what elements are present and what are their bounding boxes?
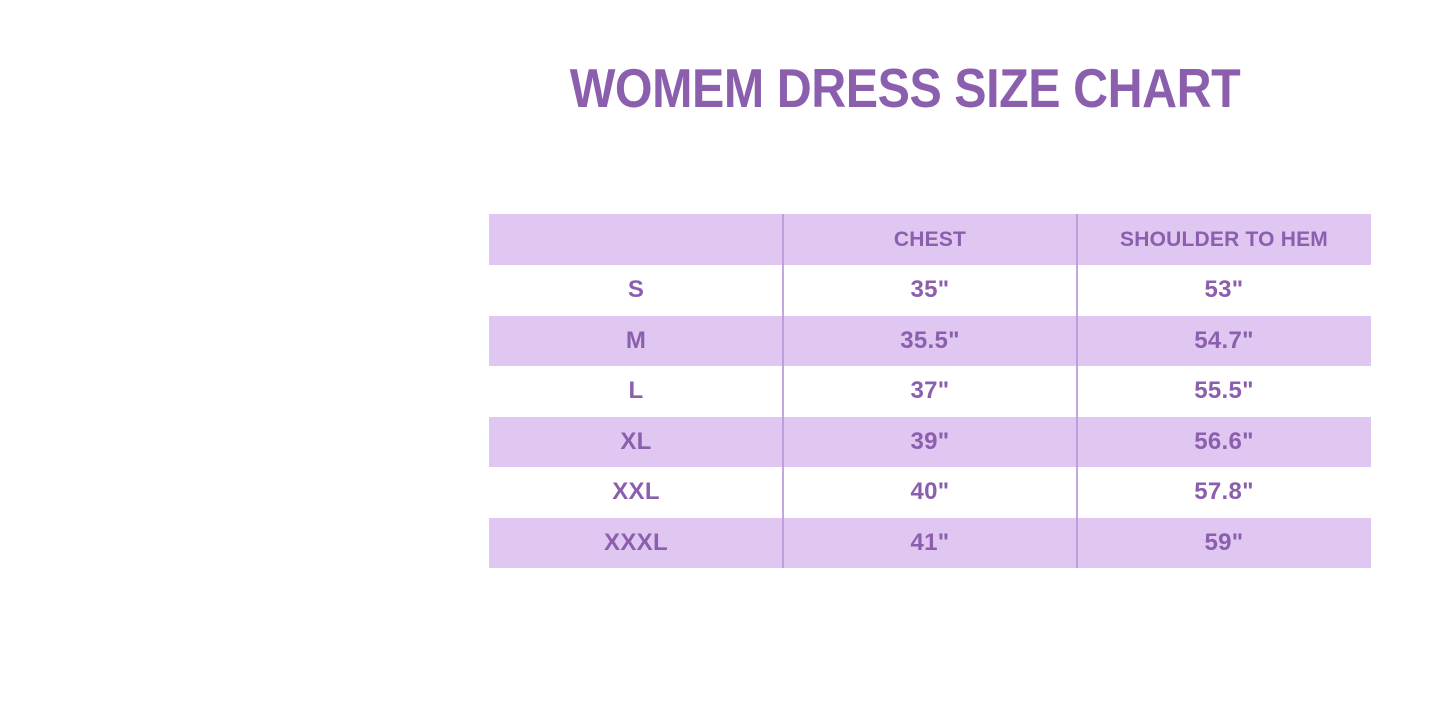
- chest-cell: 37": [910, 377, 950, 405]
- hem-cell: 53": [1204, 276, 1244, 304]
- size-cell: M: [625, 326, 647, 354]
- table-row: XXL 40" 57.8": [489, 467, 1371, 518]
- size-cell: XL: [620, 427, 652, 455]
- hem-cell: 54.7": [1194, 326, 1254, 354]
- size-cell: L: [628, 377, 644, 405]
- page-title: WOMEM DRESS SIZE CHART: [569, 57, 1241, 119]
- size-cell: XXL: [612, 478, 660, 506]
- header-size-cell: [489, 214, 783, 265]
- size-cell: XXXL: [604, 528, 668, 556]
- size-chart-table: CHEST SHOULDER TO HEM S 35" 53" M 35.5" …: [489, 214, 1371, 568]
- size-cell: S: [627, 276, 645, 304]
- table-row: XL 39" 56.6": [489, 416, 1371, 467]
- column-divider: [1076, 214, 1078, 568]
- chest-cell: 41": [910, 528, 950, 556]
- chest-cell: 40": [910, 478, 950, 506]
- chest-cell: 35.5": [900, 326, 960, 354]
- table-row: XXXL 41" 59": [489, 517, 1371, 568]
- table-row: L 37" 55.5": [489, 366, 1371, 417]
- table-row: S 35" 53": [489, 265, 1371, 316]
- chest-cell: 35": [910, 276, 950, 304]
- header-hem-cell: SHOULDER TO HEM: [1120, 228, 1328, 251]
- header-chest-cell: CHEST: [893, 228, 967, 251]
- table-header-row: CHEST SHOULDER TO HEM: [489, 214, 1371, 265]
- chest-cell: 39": [910, 427, 950, 455]
- hem-cell: 59": [1204, 528, 1244, 556]
- column-divider: [782, 214, 784, 568]
- hem-cell: 55.5": [1194, 377, 1254, 405]
- hem-cell: 57.8": [1194, 478, 1254, 506]
- hem-cell: 56.6": [1194, 427, 1254, 455]
- table-row: M 35.5" 54.7": [489, 315, 1371, 366]
